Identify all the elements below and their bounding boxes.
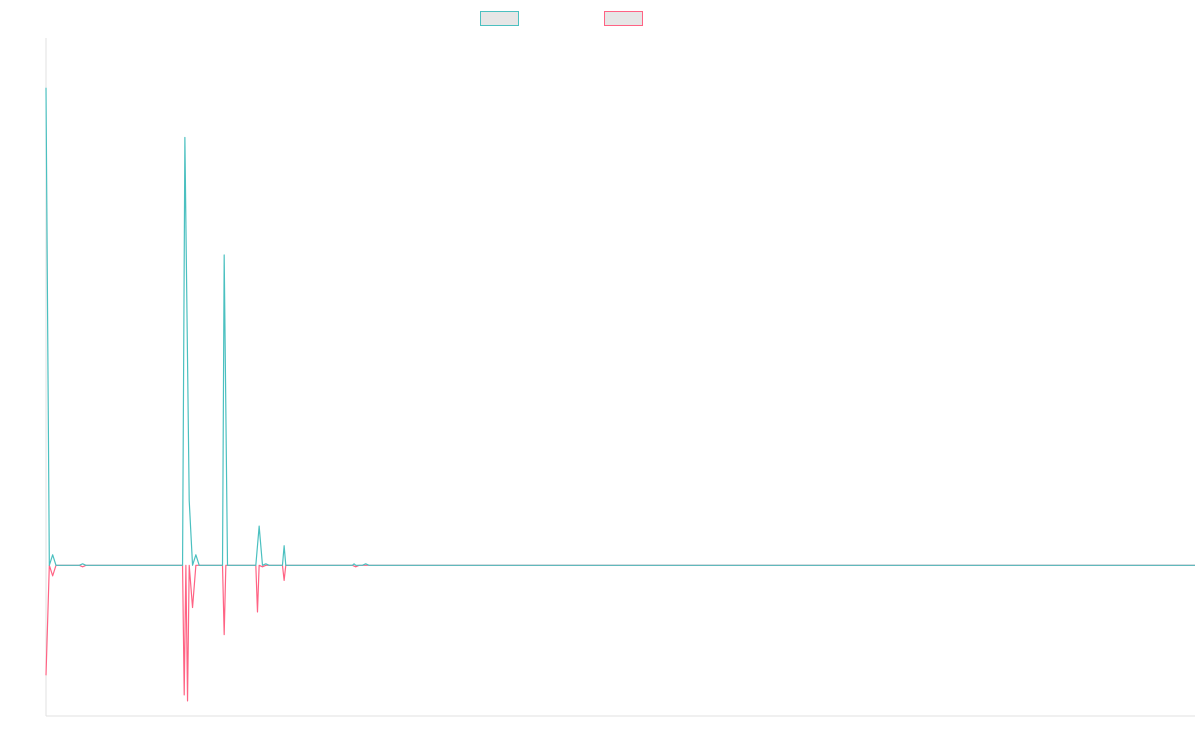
series-layer (45, 87, 1195, 702)
series-line-1[interactable] (45, 87, 1195, 566)
legend (0, 9, 1200, 27)
legend-swatch-series-2 (604, 10, 643, 26)
legend-item-series-1[interactable] (480, 9, 525, 27)
series-line-2[interactable] (45, 564, 1195, 702)
legend-item-series-2[interactable] (604, 9, 649, 27)
legend-swatch-series-1 (480, 10, 519, 26)
